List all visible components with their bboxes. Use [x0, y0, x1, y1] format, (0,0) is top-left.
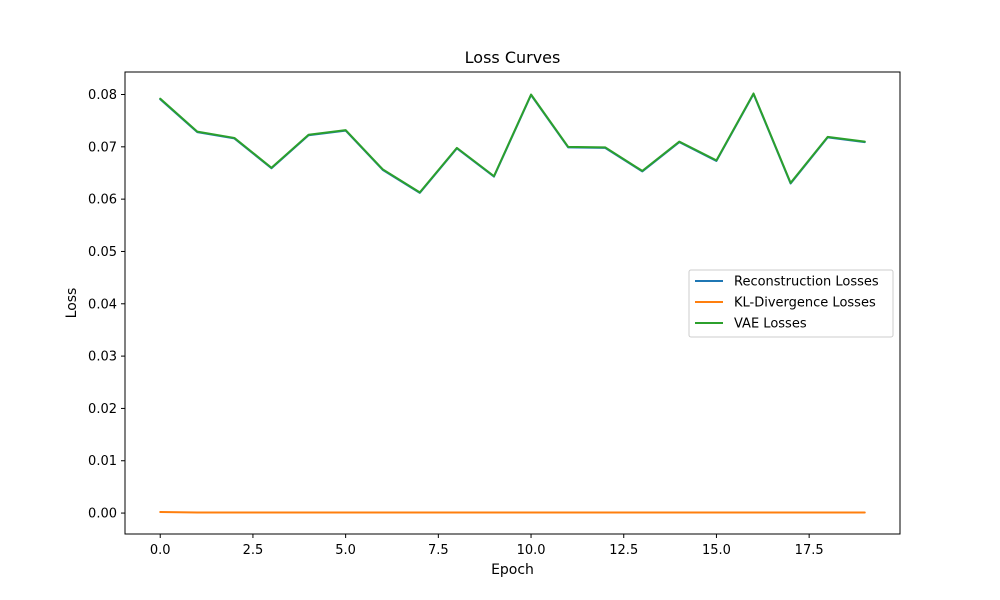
- x-axis: 0.0 2.5 5.0 7.5 10.0 12.5 15.0 17.5: [150, 534, 824, 558]
- series-line-vae-losses: [159, 92, 866, 194]
- y-tick-label: 0.07: [88, 140, 117, 155]
- x-tick-label: 2.5: [243, 543, 264, 558]
- x-tick-label: 5.0: [335, 543, 356, 558]
- x-axis-label: Epoch: [491, 562, 534, 578]
- legend-entry: KL-Divergence Losses: [734, 296, 876, 311]
- y-tick-label: 0.02: [88, 402, 117, 417]
- legend: Reconstruction Losses KL-Divergence Losse…: [688, 269, 894, 338]
- y-tick-label: 0.03: [88, 350, 117, 365]
- legend-entry: VAE Losses: [734, 317, 807, 332]
- plot-frame: [124, 71, 901, 535]
- y-tick-label: 0.08: [88, 88, 117, 103]
- y-axis: 0.00 0.01 0.02 0.03 0.04 0.05 0.06 0.07 0.08: [88, 88, 125, 522]
- x-tick-label: 10.0: [517, 543, 546, 558]
- series-line-kl-divergence-losses: [159, 511, 866, 514]
- y-tick-label: 0.01: [88, 454, 117, 469]
- y-axis-label: Loss: [64, 288, 80, 319]
- series-layer: [159, 92, 866, 514]
- y-tick-label: 0.04: [88, 297, 117, 312]
- x-tick-label: 15.0: [702, 543, 731, 558]
- x-tick-label: 17.5: [795, 543, 824, 558]
- legend-box: [688, 269, 894, 338]
- y-tick-label: 0.06: [88, 193, 117, 208]
- x-tick-label: 7.5: [428, 543, 449, 558]
- legend-entry: Reconstruction Losses: [734, 275, 879, 290]
- y-tick-label: 0.05: [88, 245, 117, 260]
- x-tick-label: 0.0: [150, 543, 171, 558]
- y-tick-label: 0.00: [88, 507, 117, 522]
- chart-title: Loss Curves: [465, 48, 561, 67]
- x-tick-label: 12.5: [609, 543, 638, 558]
